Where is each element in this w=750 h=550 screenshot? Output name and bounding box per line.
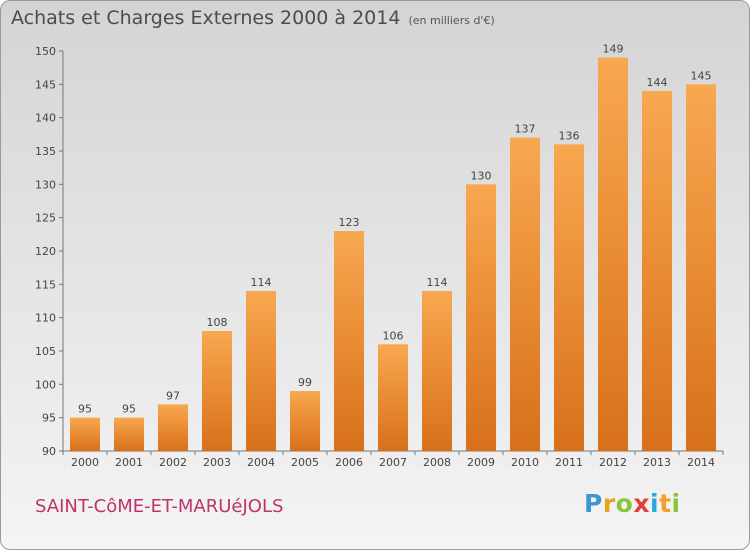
y-tick-label: 95 (42, 412, 56, 425)
chart-title: Achats et Charges Externes 2000 à 2014 (e… (11, 7, 495, 29)
bar (642, 91, 672, 451)
bar-value-label: 95 (122, 403, 136, 416)
x-tick-label: 2011 (555, 456, 583, 469)
x-tick-label: 2008 (423, 456, 451, 469)
y-tick-label: 120 (35, 245, 56, 258)
bar (466, 184, 496, 452)
x-tick-label: 2002 (159, 456, 187, 469)
bar (70, 417, 100, 451)
bar-value-label: 97 (166, 389, 180, 402)
bar (334, 231, 364, 451)
bar-value-label: 99 (298, 376, 312, 389)
bar (598, 57, 628, 452)
bar (686, 84, 716, 451)
x-tick-label: 2007 (379, 456, 407, 469)
bar-value-label: 136 (559, 129, 580, 142)
y-tick-label: 115 (35, 278, 56, 291)
bar-value-label: 137 (515, 123, 536, 136)
bar (246, 291, 276, 451)
bar (290, 391, 320, 451)
bar-value-label: 106 (383, 329, 404, 342)
y-tick-label: 100 (35, 378, 56, 391)
bar-value-label: 130 (471, 169, 492, 182)
x-tick-label: 2005 (291, 456, 319, 469)
y-tick-label: 90 (42, 445, 56, 458)
bar-value-label: 108 (207, 316, 228, 329)
bar (378, 344, 408, 451)
y-tick-label: 125 (35, 212, 56, 225)
value-labels: 95 95 97 108 114 99 123 106 114 130 137 136 149 144 14… (78, 43, 712, 416)
bar (202, 331, 232, 451)
bar-value-label: 149 (603, 43, 624, 56)
x-tick-label: 2009 (467, 456, 495, 469)
commune-name: SAINT-CôME-ET-MARUéJOLS (35, 496, 284, 517)
y-tick-label: 150 (35, 45, 56, 58)
bar (510, 137, 540, 451)
bar (554, 144, 584, 452)
y-tick-label: 130 (35, 178, 56, 191)
x-tick-label: 2014 (687, 456, 715, 469)
y-tick-label: 110 (35, 312, 56, 325)
x-tick-label: 2013 (643, 456, 671, 469)
bar-value-label: 123 (339, 216, 360, 229)
y-tick-label: 135 (35, 145, 56, 158)
x-tick-label: 2004 (247, 456, 275, 469)
x-tick-label: 2012 (599, 456, 627, 469)
x-tick-label: 2006 (335, 456, 363, 469)
x-tick-label: 2001 (115, 456, 143, 469)
y-tick-label: 140 (35, 112, 56, 125)
x-tick-label: 2010 (511, 456, 539, 469)
bar-value-label: 114 (427, 276, 448, 289)
proxiti-logo: Proxiti (584, 489, 681, 518)
bar (422, 291, 452, 451)
x-tick-label: 2000 (71, 456, 99, 469)
bar (114, 417, 144, 451)
bar-value-label: 145 (691, 69, 712, 82)
bar-value-label: 114 (251, 276, 272, 289)
bar-value-label: 144 (647, 76, 668, 89)
bars (70, 57, 716, 452)
y-tick-label: 145 (35, 78, 56, 91)
x-tick-label: 2003 (203, 456, 231, 469)
chart-unit: (en milliers d'€) (408, 14, 495, 27)
chart-title-text: Achats et Charges Externes 2000 à 2014 (11, 7, 401, 29)
bar (158, 404, 188, 451)
bar-value-label: 95 (78, 403, 92, 416)
y-tick-label: 105 (35, 345, 56, 358)
